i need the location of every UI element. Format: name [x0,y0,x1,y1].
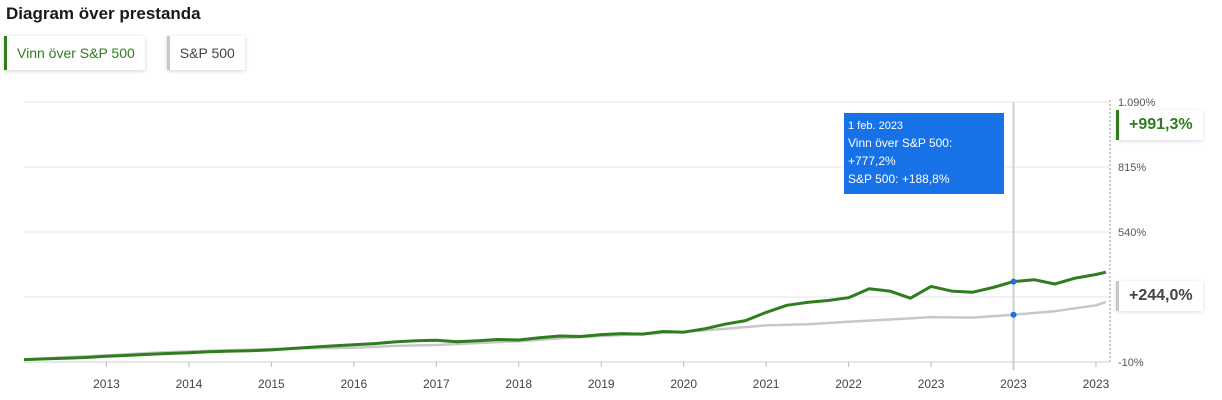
end-value-primary: +991,3% [1116,110,1203,140]
series-line-0 [23,270,1107,362]
legend-label-primary: Vinn över S&P 500 [17,45,135,61]
x-tick-label-10: 2023 [918,377,945,391]
legend: Vinn över S&P 500 S&P 500 [4,36,245,70]
x-tick-label-2: 2015 [258,377,285,391]
y-tick-labels: 1.090% 815% 540% -10% [1118,97,1156,369]
tooltip-line-secondary: S&P 500: +188,8% [848,172,950,186]
x-tick-label-8: 2021 [753,377,780,391]
hover-indicator [1010,102,1017,370]
hover-point-0 [1010,278,1017,285]
x-tick-label-4: 2017 [423,377,450,391]
hover-point-1 [1010,311,1017,318]
x-tick-label-0: 2013 [93,377,120,391]
tooltip-line-primary: Vinn över S&P 500: +777,2% [848,136,953,168]
x-tick-label-3: 2016 [340,377,367,391]
tooltip-date: 1 feb. 2023 [848,120,904,132]
x-tick-label-9: 2022 [835,377,862,391]
hover-tooltip: 1 feb. 2023 Vinn över S&P 500: +777,2% S… [844,113,1004,194]
y-tick-label-0: 1.090% [1118,97,1156,109]
x-tick-label-11: 2023 [1000,377,1027,391]
x-tick-label-5: 2018 [505,377,532,391]
x-tick-label-7: 2020 [670,377,697,391]
x-tick-label-6: 2019 [588,377,615,391]
end-value-secondary: +244,0% [1116,281,1203,311]
page-title: Diagram över prestanda [6,4,201,23]
legend-label-secondary: S&P 500 [179,45,235,61]
legend-item-secondary[interactable]: S&P 500 [166,36,245,70]
series-line-1 [23,300,1107,361]
series-lines [23,270,1107,362]
x-tick-label-12: 2023 [1083,377,1110,391]
legend-item-primary[interactable]: Vinn över S&P 500 [4,36,145,70]
x-tick-label-1: 2014 [176,377,203,391]
x-tick-labels: 2013 2014 2015 2016 2017 2018 2019 2020 2021 2022… [93,362,1110,391]
y-tick-label-2: 540% [1118,227,1146,239]
y-tick-label-4: -10% [1118,357,1144,369]
y-tick-label-1: 815% [1118,162,1146,174]
